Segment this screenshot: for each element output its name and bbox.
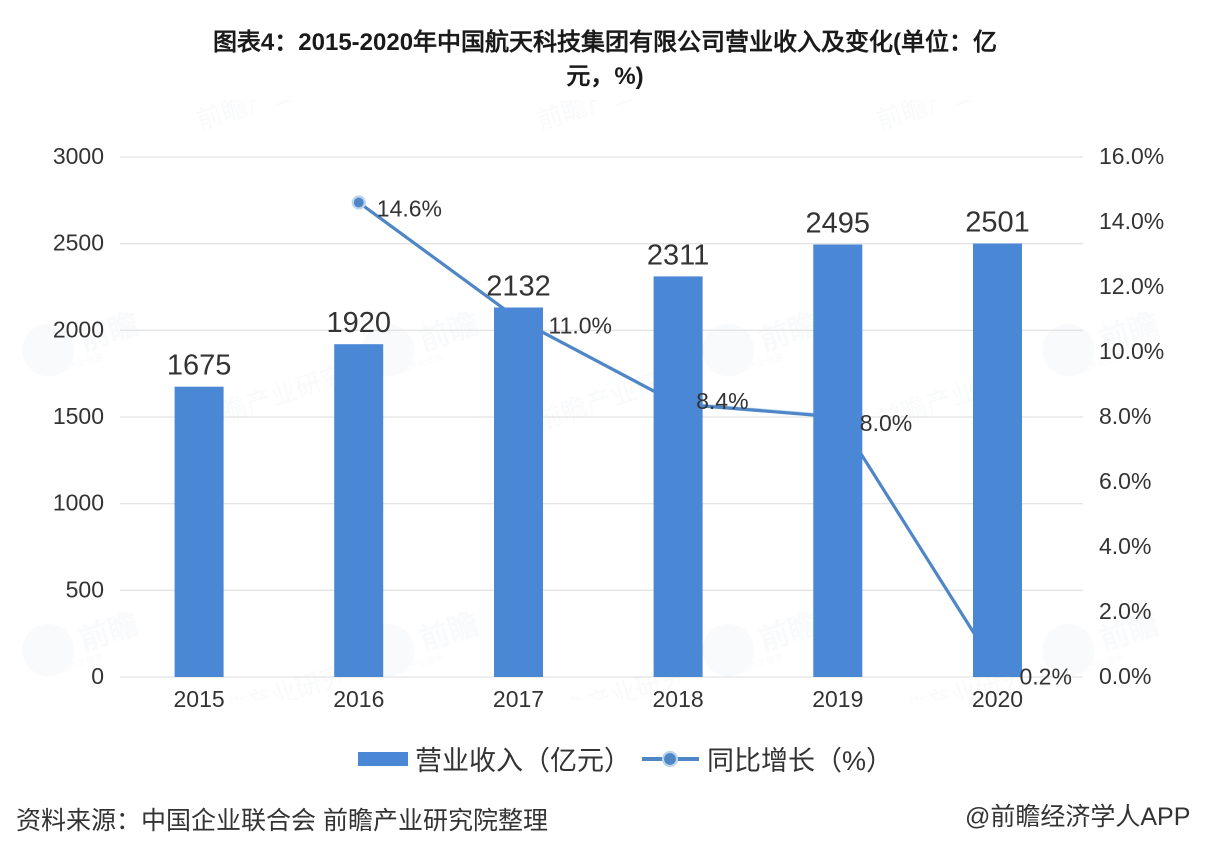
svg-text:8.4%: 8.4% (696, 388, 748, 414)
svg-text:16.0%: 16.0% (1099, 143, 1164, 169)
svg-text:2016: 2016 (333, 686, 384, 712)
svg-text:4.0%: 4.0% (1099, 533, 1151, 559)
svg-text:3000: 3000 (53, 143, 104, 169)
svg-text:0.2%: 0.2% (1020, 664, 1072, 690)
svg-text:8.0%: 8.0% (860, 410, 912, 436)
svg-text:2015: 2015 (174, 686, 225, 712)
svg-text:11.0%: 11.0% (549, 313, 613, 339)
svg-text:1675: 1675 (167, 350, 232, 382)
svg-text:1000: 1000 (53, 490, 104, 516)
svg-text:2020: 2020 (972, 686, 1023, 712)
svg-text:2495: 2495 (806, 208, 871, 240)
svg-text:10.0%: 10.0% (1099, 338, 1164, 364)
svg-text:2132: 2132 (486, 271, 551, 303)
svg-text:1920: 1920 (327, 307, 392, 339)
svg-text:14.0%: 14.0% (1099, 208, 1164, 234)
svg-text:2311: 2311 (647, 239, 709, 271)
svg-text:2501: 2501 (965, 207, 1030, 239)
svg-text:0: 0 (91, 663, 104, 689)
svg-text:2019: 2019 (812, 686, 863, 712)
svg-text:2000: 2000 (53, 316, 104, 342)
svg-text:2018: 2018 (653, 686, 704, 712)
svg-text:1500: 1500 (53, 403, 104, 429)
svg-text:500: 500 (66, 576, 104, 602)
svg-text:2017: 2017 (493, 686, 544, 712)
svg-text:0.0%: 0.0% (1099, 663, 1151, 689)
svg-text:2500: 2500 (53, 230, 104, 256)
svg-text:14.6%: 14.6% (377, 196, 442, 222)
svg-text:6.0%: 6.0% (1099, 468, 1151, 494)
svg-text:8.0%: 8.0% (1099, 403, 1151, 429)
svg-text:12.0%: 12.0% (1099, 273, 1164, 299)
svg-text:2.0%: 2.0% (1099, 598, 1151, 624)
